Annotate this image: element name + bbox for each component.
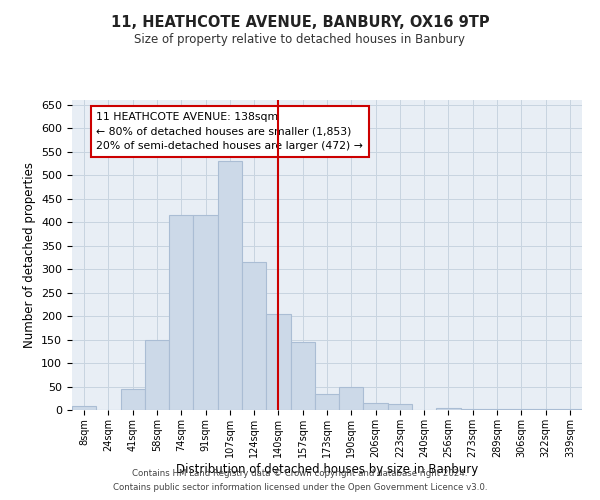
Bar — [485, 409, 509, 410]
Text: Size of property relative to detached houses in Banbury: Size of property relative to detached ho… — [134, 32, 466, 46]
Bar — [266, 314, 290, 410]
Bar — [533, 409, 558, 410]
Bar — [558, 409, 582, 410]
Bar — [121, 390, 145, 410]
Text: Contains public sector information licensed under the Open Government Licence v3: Contains public sector information licen… — [113, 484, 487, 492]
Bar — [339, 388, 364, 410]
Bar — [509, 409, 533, 410]
Bar — [145, 340, 169, 410]
Bar — [315, 394, 339, 410]
Bar — [290, 342, 315, 410]
Bar — [193, 215, 218, 410]
Bar — [242, 262, 266, 410]
Text: 11 HEATHCOTE AVENUE: 138sqm
← 80% of detached houses are smaller (1,853)
20% of : 11 HEATHCOTE AVENUE: 138sqm ← 80% of det… — [96, 112, 363, 152]
Bar — [388, 404, 412, 410]
Bar — [461, 409, 485, 410]
Bar — [436, 408, 461, 410]
Bar — [364, 403, 388, 410]
Bar — [169, 215, 193, 410]
X-axis label: Distribution of detached houses by size in Banbury: Distribution of detached houses by size … — [176, 462, 478, 475]
Text: 11, HEATHCOTE AVENUE, BANBURY, OX16 9TP: 11, HEATHCOTE AVENUE, BANBURY, OX16 9TP — [110, 15, 490, 30]
Bar — [72, 406, 96, 410]
Bar — [218, 161, 242, 410]
Y-axis label: Number of detached properties: Number of detached properties — [23, 162, 35, 348]
Text: Contains HM Land Registry data © Crown copyright and database right 2024.: Contains HM Land Registry data © Crown c… — [132, 468, 468, 477]
